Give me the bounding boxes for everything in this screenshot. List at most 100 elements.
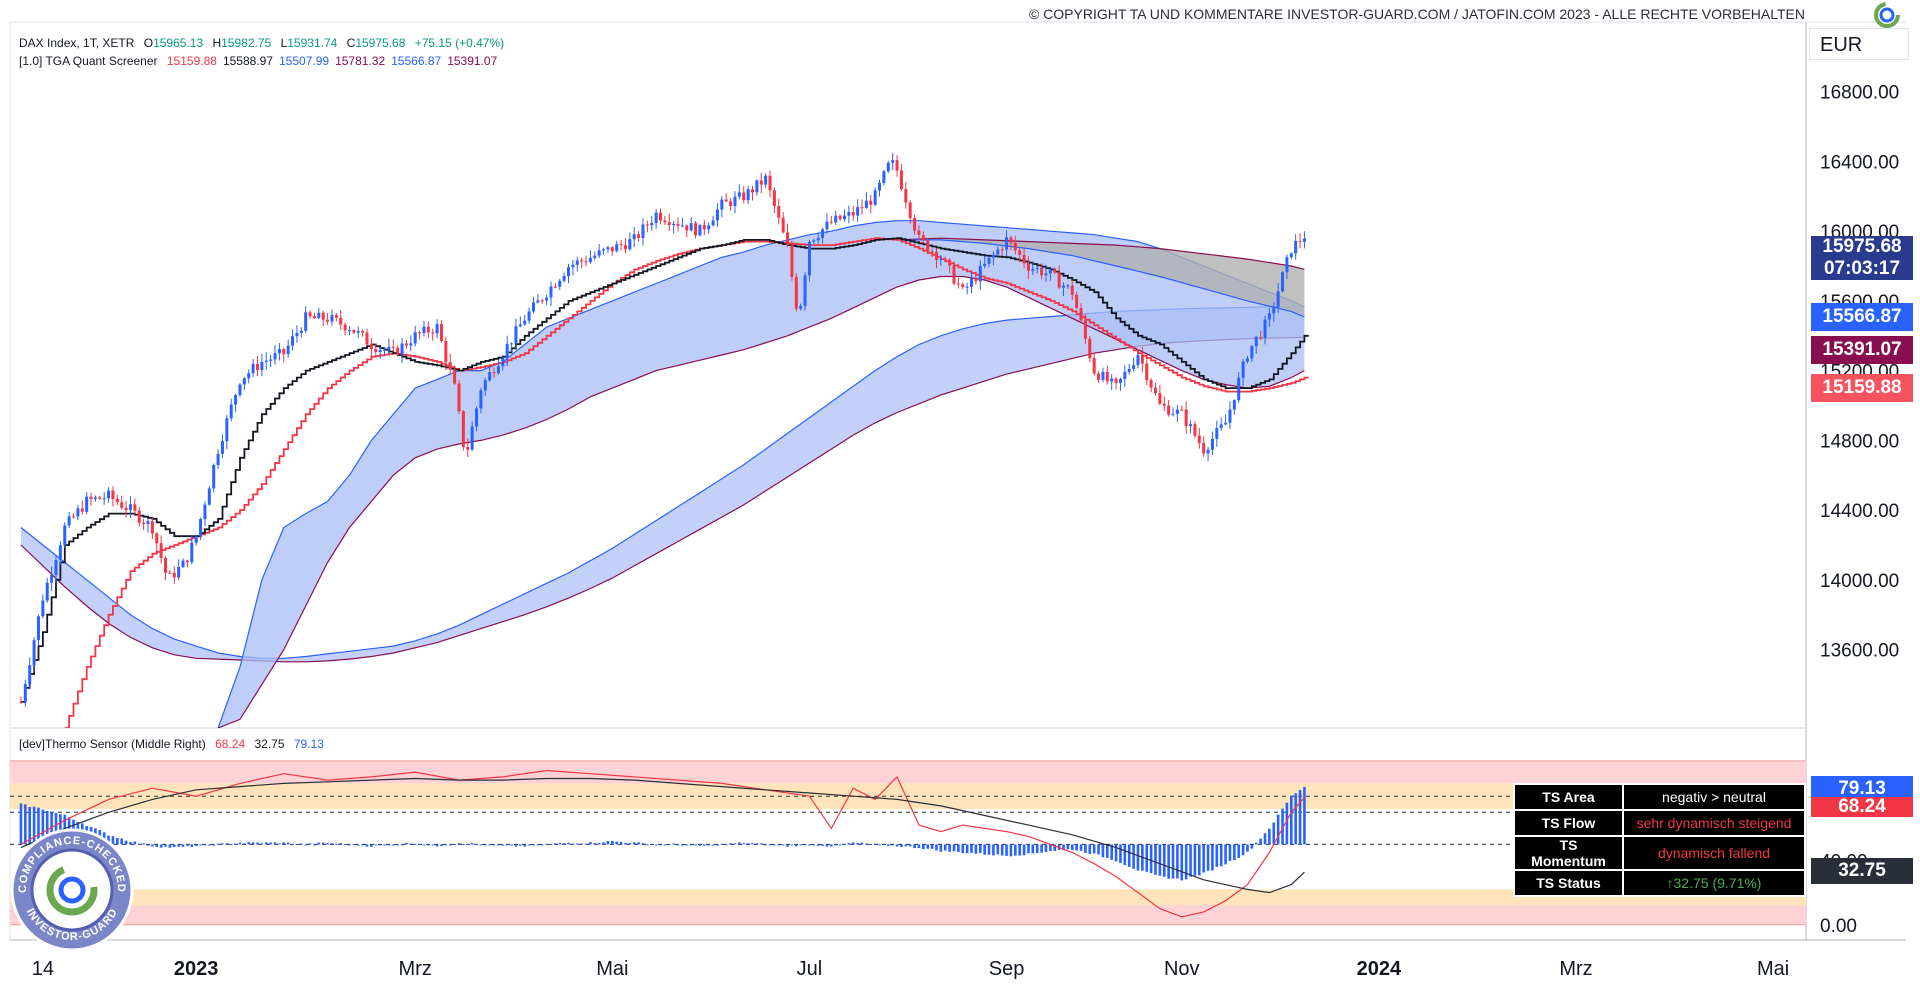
histogram-bar (878, 844, 881, 846)
candle-body (786, 232, 790, 246)
candle-body (1075, 294, 1079, 309)
candle-body (913, 218, 917, 231)
ts-table-key: TS Area (1513, 783, 1624, 811)
candle-body (396, 347, 400, 355)
histogram-bar (895, 844, 899, 847)
histogram-bar (873, 843, 877, 845)
histogram-bar (497, 844, 500, 846)
price-axis-label: 14800.00 (1820, 431, 1899, 452)
histogram-bar (1088, 844, 1092, 854)
histogram-bar (501, 844, 505, 846)
candle-body (334, 315, 338, 318)
histogram-bar (282, 842, 286, 845)
candle-body (899, 170, 903, 190)
histogram-bar (729, 843, 732, 845)
currency-selector[interactable]: EUR (1809, 28, 1909, 60)
candle-body (172, 572, 176, 578)
histogram-bar (689, 844, 693, 846)
thermo-value-2: 32.75 (254, 737, 285, 751)
candle-body (444, 340, 448, 362)
histogram-bar (1070, 844, 1074, 850)
candle-body (146, 521, 150, 525)
histogram-bar (786, 844, 789, 847)
candle-body (1167, 405, 1171, 415)
candle-body (1145, 363, 1149, 381)
candle-body (575, 260, 579, 265)
histogram-bar (1053, 844, 1057, 851)
histogram-bar (777, 844, 781, 846)
candle-body (856, 207, 860, 216)
candle-body (54, 560, 58, 575)
histogram-bar (935, 844, 938, 851)
candle-body (991, 254, 995, 258)
candle-body (654, 212, 658, 224)
histogram-bar (545, 844, 548, 846)
histogram-bar (24, 804, 27, 845)
candle-body (286, 345, 290, 354)
histogram-bar (667, 844, 671, 846)
ts-table-row: TS Flow sehr dynamisch steigend (1513, 809, 1806, 837)
histogram-bar (987, 844, 991, 855)
candle-body (641, 224, 645, 238)
histogram-bar (1285, 802, 1289, 845)
histogram-bar (943, 844, 947, 851)
histogram-bar (32, 806, 36, 845)
histogram-bar (378, 844, 382, 846)
histogram-bar (1079, 844, 1083, 851)
candle-body (663, 220, 667, 223)
candle-body (426, 326, 430, 333)
candle-body (483, 380, 487, 391)
candle-body (453, 369, 457, 384)
candle-body (304, 312, 308, 331)
candle-body (181, 560, 185, 567)
candle-body (623, 245, 627, 250)
candle-body (878, 182, 882, 191)
candle-body (698, 225, 702, 236)
histogram-bar (632, 842, 636, 845)
candle-body (137, 510, 141, 523)
candle-body (409, 343, 413, 346)
histogram-bar (1167, 844, 1170, 879)
candle-body (93, 497, 97, 500)
candle-body (220, 441, 224, 454)
histogram-bar (273, 842, 277, 845)
candle-body (251, 363, 255, 374)
candle-body (264, 360, 268, 362)
histogram-bar (1031, 844, 1035, 854)
candle-body (343, 324, 347, 331)
histogram-bar (746, 843, 750, 845)
candle-body (676, 223, 680, 226)
candle-body (479, 390, 483, 409)
thermo-value-1: 68.24 (215, 737, 246, 751)
histogram-bar (1211, 844, 1214, 871)
candle-body (637, 234, 641, 238)
investor-guard-logo-icon[interactable] (1874, 2, 1900, 28)
histogram-bar (597, 842, 601, 845)
candle-body (1189, 424, 1193, 427)
candle-body (1153, 387, 1157, 394)
histogram-bar (685, 844, 689, 846)
candle-body (851, 211, 855, 216)
oscillator-axis-label: 0.00 (1820, 916, 1857, 937)
candle-body (1206, 449, 1210, 454)
candle-body (190, 542, 194, 563)
histogram-bar (247, 842, 251, 845)
histogram-bar (1237, 844, 1241, 858)
candle-body (930, 251, 934, 253)
histogram-bar (519, 844, 522, 846)
time-axis-label: Mrz (399, 958, 432, 980)
candle-body (1140, 355, 1144, 364)
candle-body (685, 225, 689, 231)
histogram-bar (1110, 844, 1113, 860)
candle-body (277, 348, 281, 354)
indicator-value: 15159.88 (166, 54, 217, 68)
candle-body (610, 247, 614, 252)
ts-table-row: TS Area negativ > neutral (1513, 783, 1806, 811)
candle-body (755, 180, 759, 193)
candle-body (19, 701, 23, 703)
candle-body (496, 366, 500, 374)
histogram-bar (37, 807, 40, 845)
candle-body (764, 175, 768, 185)
candle-body (1062, 285, 1066, 288)
